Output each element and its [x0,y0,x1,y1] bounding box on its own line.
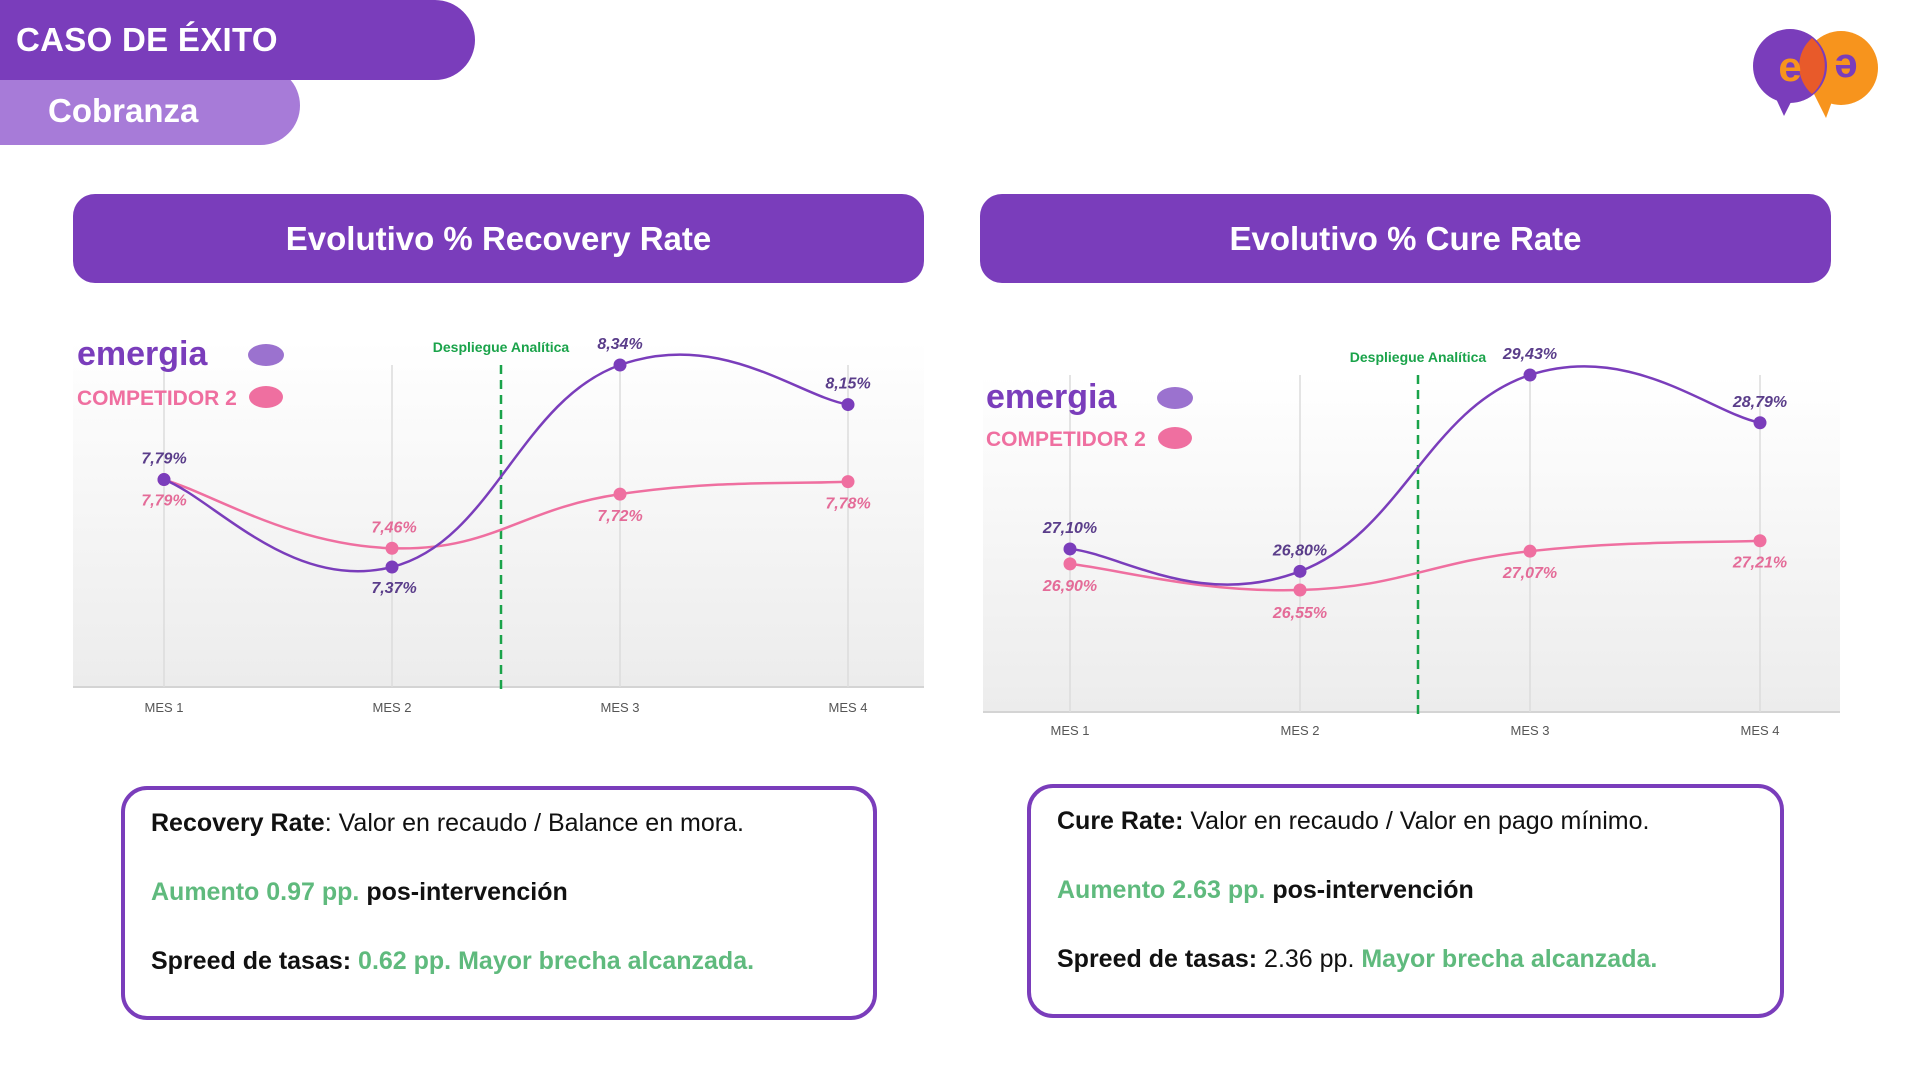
data-label-emergia: 8,15% [825,376,870,393]
data-label-emergia: 28,79% [1732,394,1787,411]
cure-rate-info-box: Cure Rate: Valor en recaudo / Valor en p… [1027,784,1784,1018]
spread-line: Spreed de tasas: 0.62 pp. Mayor brecha a… [151,946,847,976]
increase-suffix: pos-intervención [1265,876,1474,904]
data-point-competidor [1753,534,1767,548]
spread-value: 0.62 pp. [351,947,452,975]
legend-swatch-competidor [249,386,283,408]
recovery-rate-info-box: Recovery Rate: Valor en recaudo / Balanc… [121,786,877,1020]
deployment-annotation: Despliegue Analítica [433,339,570,355]
data-point-emergia [1063,542,1077,556]
spread-note: Mayor brecha alcanzada. [451,947,755,975]
spread-line: Spreed de tasas: 2.36 pp. Mayor brecha a… [1057,944,1754,974]
x-tick-label: MES 2 [372,700,411,715]
logo-letter-1: e [1778,43,1801,90]
data-label-competidor: 7,78% [825,496,870,513]
legend-label-emergia: emergia [986,378,1117,416]
emergia-logo: e e [1753,29,1878,118]
data-point-emergia [613,358,627,372]
data-point-competidor [841,475,855,489]
data-label-competidor: 7,72% [597,508,642,525]
data-label-emergia: 8,34% [597,336,642,353]
series-line-emergia [163,353,849,573]
data-point-competidor [1293,583,1307,597]
definition-line: Cure Rate: Valor en recaudo / Valor en p… [1057,806,1754,836]
data-point-competidor [1523,544,1537,558]
recovery-rate-panel-title: Evolutivo % Recovery Rate [73,194,924,283]
data-point-competidor [1063,557,1077,571]
definition-text: : Valor en recaudo / Balance en mora. [324,809,744,837]
data-label-competidor: 26,55% [1272,605,1327,622]
data-label-competidor: 26,90% [1042,578,1097,595]
legend-swatch-competidor [1158,427,1192,449]
definition-term: Recovery Rate [151,809,325,837]
increase-value: Aumento 0.97 pp. [151,878,360,906]
x-tick-label: MES 4 [828,700,867,715]
series-line-competidor [163,478,849,550]
spread-value: 2.36 pp. [1257,945,1355,973]
data-label-competidor: 7,79% [141,493,186,510]
data-point-emergia [157,473,171,487]
deployment-annotation: Despliegue Analítica [1350,349,1487,365]
increase-line: Aumento 2.63 pp. pos-intervención [1057,875,1754,905]
data-point-emergia [1293,564,1307,578]
legend-swatch-emergia [1157,387,1193,409]
legend-label-emergia: emergia [77,335,208,373]
data-point-emergia [1753,416,1767,430]
data-label-emergia: 29,43% [1502,346,1557,363]
definition-text: Valor en recaudo / Valor en pago mínimo. [1183,807,1650,835]
cure-rate-panel-title: Evolutivo % Cure Rate [980,194,1831,283]
data-point-competidor [613,487,627,501]
legend-label-competidor: COMPETIDOR 2 [986,428,1146,451]
increase-line: Aumento 0.97 pp. pos-intervención [151,877,847,907]
header-title: CASO DE ÉXITO [0,0,475,80]
data-label-emergia: 26,80% [1272,542,1327,559]
x-tick-label: MES 2 [1280,723,1319,738]
data-label-emergia: 27,10% [1042,520,1097,537]
logo-letter-2: e [1834,46,1857,93]
cure-rate-chart: MES 1 MES 2 MES 3 MES 4 Despliegue Analítica… [983,346,1840,738]
x-tick-label: MES 1 [144,700,183,715]
chart-legend: emergia COMPETIDOR 2 [986,378,1193,451]
legend-swatch-emergia [248,344,284,366]
chart-legend: emergia COMPETIDOR 2 [77,335,284,410]
x-tick-label: MES 3 [600,700,639,715]
data-point-competidor [385,541,399,555]
series-line-competidor [1069,539,1761,592]
data-label-emergia: 7,79% [141,451,186,468]
data-point-emergia [385,560,399,574]
legend-label-competidor: COMPETIDOR 2 [77,387,237,410]
plot-background [73,340,924,687]
plot-background [983,375,1840,712]
recovery-rate-chart: MES 1 MES 2 MES 3 MES 4 Despliegue Analítica… [73,335,924,715]
increase-value: Aumento 2.63 pp. [1057,876,1266,904]
spread-label: Spreed de tasas: [151,947,352,975]
definition-line: Recovery Rate: Valor en recaudo / Balanc… [151,808,847,838]
x-tick-label: MES 4 [1740,723,1779,738]
data-label-competidor: 27,21% [1732,555,1787,572]
definition-term: Cure Rate: [1057,807,1184,835]
x-tick-label: MES 3 [1510,723,1549,738]
x-tick-label: MES 1 [1050,723,1089,738]
data-point-emergia [1523,368,1537,382]
data-label-competidor: 27,07% [1502,565,1557,582]
series-line-emergia [1069,365,1761,586]
data-label-emergia: 7,37% [371,580,416,597]
data-label-competidor: 7,46% [371,519,416,536]
increase-suffix: pos-intervención [359,878,568,906]
spread-label: Spreed de tasas: [1057,945,1258,973]
data-point-emergia [841,398,855,412]
spread-note: Mayor brecha alcanzada. [1354,945,1658,973]
